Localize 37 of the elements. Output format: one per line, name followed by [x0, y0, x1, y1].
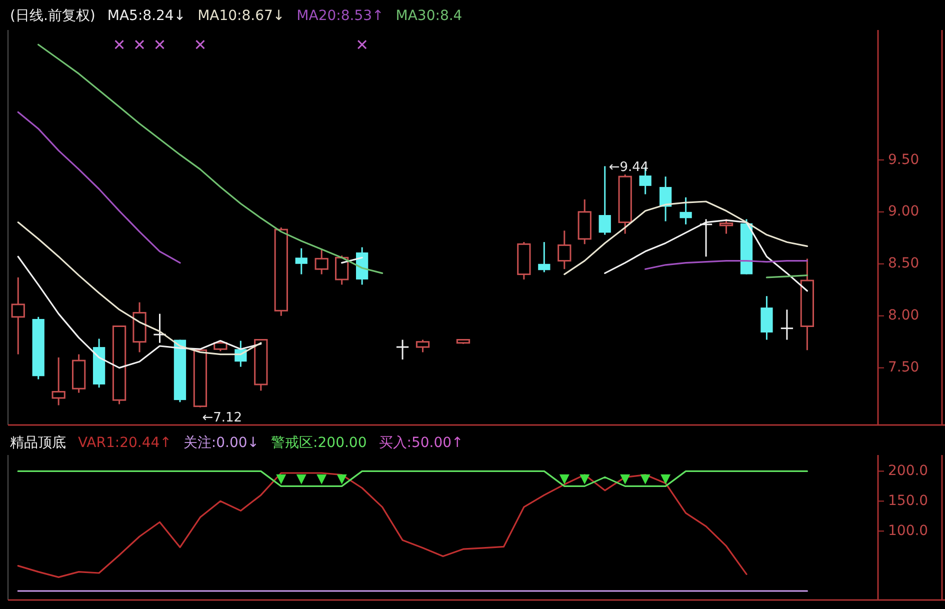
- candlestick: [558, 230, 572, 270]
- series-label: 警戒区:200.00: [271, 435, 367, 451]
- line-series: [17, 472, 748, 578]
- text: 关注:0.00↓: [183, 435, 260, 451]
- candlestick: [152, 313, 167, 344]
- text: MA5:8.24↓: [107, 8, 186, 24]
- candlestick: [11, 276, 25, 356]
- candlestick: [659, 176, 672, 222]
- candlestick: [396, 339, 410, 360]
- text: MA10:8.67↓: [198, 8, 285, 24]
- text: VAR1:20.44↑: [78, 435, 172, 451]
- y-tick-label: 150.0: [888, 492, 928, 509]
- candlestick: [538, 241, 550, 273]
- candlestick: [295, 248, 308, 276]
- y-tick-label: 8.00: [888, 308, 920, 324]
- candlestick: [335, 254, 349, 286]
- text: MA30:8.4: [396, 8, 462, 24]
- candlestick: [314, 248, 328, 276]
- y-tick-label: 7.50: [888, 360, 920, 376]
- chart-title: 精品顶底: [10, 435, 66, 451]
- y-tick-label: 8.50: [888, 256, 920, 272]
- text: MA20:8.53↑: [296, 8, 384, 24]
- annotation: ←9.44: [608, 160, 649, 176]
- text: 买入:50.00↑: [378, 435, 464, 451]
- y-tick-label: 9.00: [888, 204, 920, 220]
- candlestick: [598, 165, 611, 236]
- annotation: ←7.12: [202, 410, 242, 426]
- candlestick: [214, 340, 228, 352]
- y-tick-label: 9.50: [888, 152, 920, 168]
- candlestick: [416, 339, 430, 353]
- y-tick-label: 100.0: [888, 522, 928, 539]
- candlestick: [680, 196, 692, 226]
- candlestick: [780, 308, 794, 341]
- candlestick: [52, 356, 66, 406]
- candlestick: [719, 218, 734, 234]
- chart-title: (日线.前复权): [10, 8, 96, 24]
- y-tick-label: 200.0: [888, 463, 928, 480]
